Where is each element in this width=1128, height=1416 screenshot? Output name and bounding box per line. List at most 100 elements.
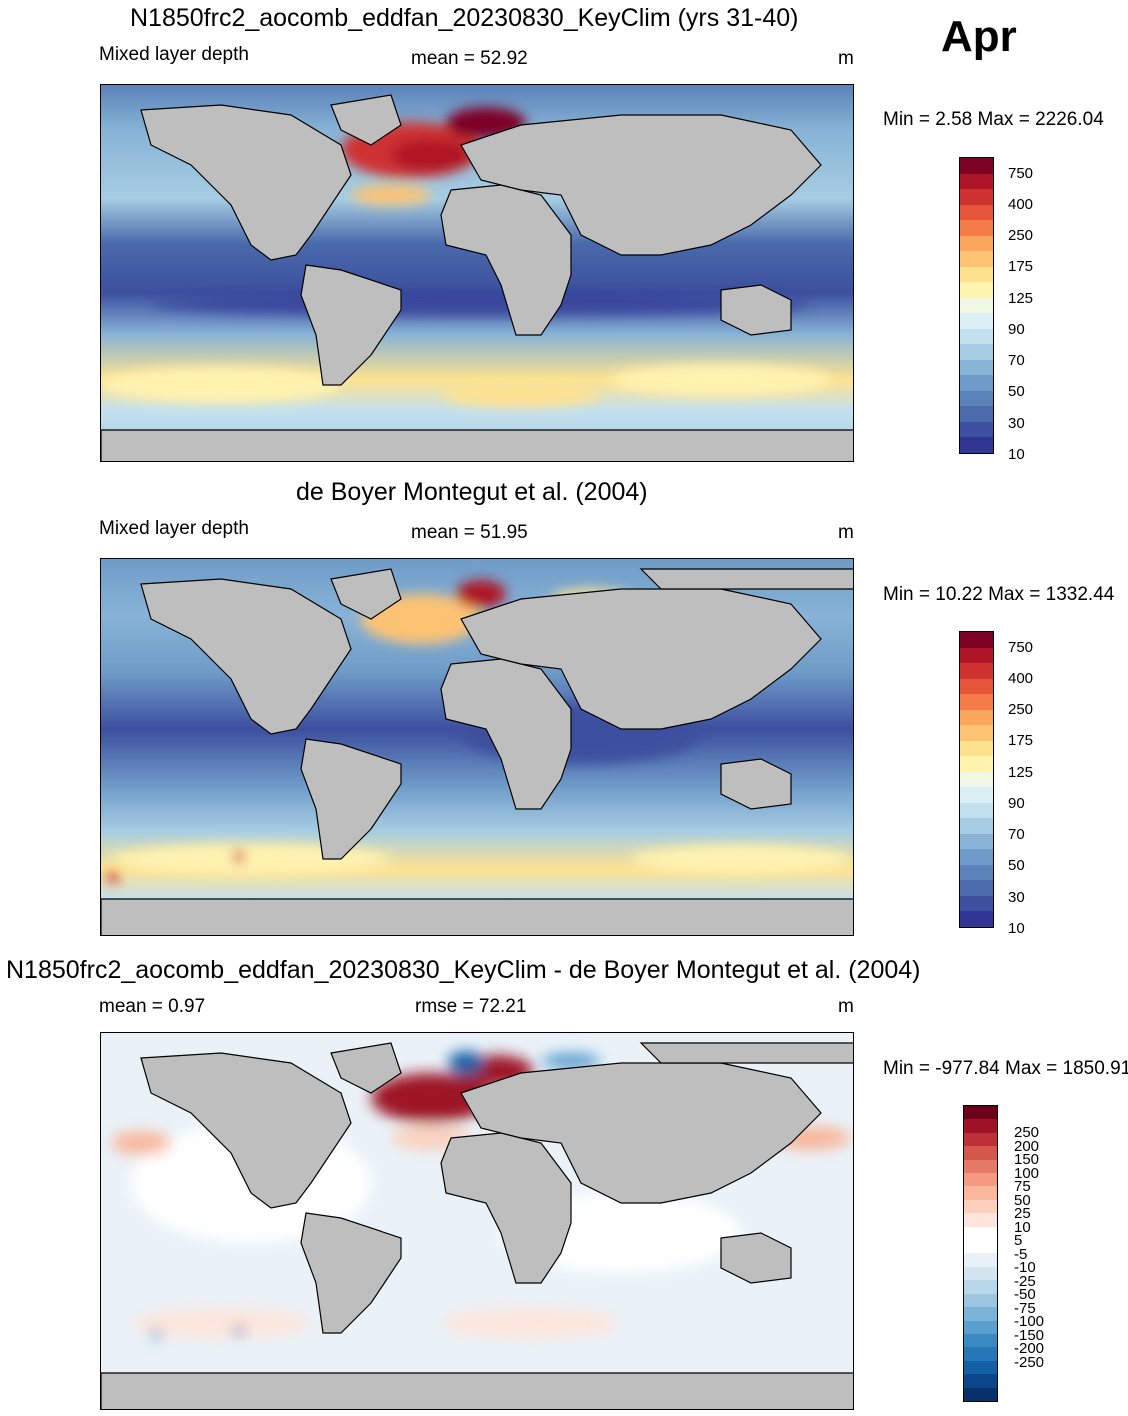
continents [101,94,853,461]
colorbar-swatch [960,297,993,314]
colorbar-swatch [964,1186,997,1200]
colorbar-tick-label: 250 [1008,701,1034,719]
colorbar-tick-label: 90 [1008,320,1025,338]
colorbar-tick-label: -200 [1014,1340,1045,1357]
map-obs [100,558,854,936]
colorbar-swatch [960,359,993,376]
colorbar-swatch [960,787,993,803]
colorbar-swatch [964,1374,997,1388]
colorbar-swatch [960,694,993,710]
colorbar-swatch [960,421,993,438]
colorbar-swatch [960,632,993,648]
colorbar-tick-label: -50 [1014,1286,1036,1303]
colorbar-tick-label: 750 [1008,164,1034,182]
colorbar-swatch [964,1146,997,1160]
colorbar-diff [963,1105,998,1402]
colorbar-swatch [964,1266,997,1281]
colorbar-swatch [960,266,993,283]
panel-title-obs: de Boyer Montegut et al. (2004) [296,478,648,506]
colorbar-swatch [964,1347,997,1361]
colorbar-tick-label: -150 [1014,1326,1045,1344]
colorbar-swatch [964,1253,997,1267]
colorbar-tick-label: 750 [1008,638,1034,656]
colorbar-swatch [960,725,993,741]
colorbar-tick-label: 50 [1008,857,1025,875]
variable-label-model: Mixed layer depth [99,44,249,65]
colorbar-tick-label: 50 [1014,1191,1031,1209]
colorbar-swatch [960,864,993,881]
colorbar-tick-label: 125 [1008,289,1034,307]
colorbar-swatch [960,740,993,757]
colorbar-swatch [960,771,993,788]
colorbar-tick-label: 250 [1008,227,1034,245]
rmse-label-diff: rmse = 72.21 [415,996,527,1017]
units-label-diff: m [838,996,854,1017]
colorbar-swatch [964,1173,997,1187]
colorbar-swatch [960,647,993,664]
colorbar-tick-label: -25 [1014,1272,1036,1290]
colorbar-swatch [960,756,993,772]
colorbar-tick-label: 10 [1008,920,1025,937]
colorbar-tick-label: -100 [1014,1313,1045,1330]
units-label-obs: m [838,522,854,543]
colorbar-tick-label: 175 [1008,258,1034,276]
colorbar-swatch [960,189,993,205]
colorbar-swatch [960,663,993,679]
colorbar-model [959,157,994,454]
colorbar-swatch [964,1159,997,1174]
colorbar-swatch [964,1213,997,1227]
colorbar-swatch [964,1119,997,1133]
colorbar-tick-label: 10 [1008,446,1025,463]
colorbar-swatch [964,1106,997,1120]
colorbar-swatch [960,282,993,298]
colorbar-tick-label: 25 [1014,1205,1031,1222]
colorbar-swatch [960,251,993,267]
colorbar-tick-label: 30 [1008,888,1025,906]
colorbar-swatch [964,1240,997,1254]
colorbar-swatch [964,1320,997,1334]
colorbar-swatch [964,1226,997,1241]
colorbar-tick-label: -5 [1014,1245,1028,1263]
colorbar-tick-label: 70 [1008,826,1025,844]
minmax-label-obs: Min = 10.22 Max = 1332.44 [883,584,1115,605]
colorbar-swatch [960,173,993,190]
panel-title-diff: N1850frc2_aocomb_eddfan_20230830_KeyClim… [6,956,921,984]
colorbar-tick-label: 100 [1014,1164,1040,1182]
colorbar-swatch [964,1199,997,1214]
map-model [100,84,854,462]
colorbar-tick-label: -250 [1014,1353,1045,1371]
colorbar-swatch [960,802,993,819]
colorbar-swatch [960,390,993,407]
continents [101,568,853,935]
colorbar-swatch [960,406,993,422]
colorbar-swatch [960,235,993,252]
colorbar-swatch [960,911,993,927]
colorbar-tick-label: 10 [1014,1218,1031,1236]
continents [101,1042,853,1409]
colorbar-swatch [964,1132,997,1147]
colorbar-tick-label: -75 [1014,1299,1036,1317]
colorbar-tick-label: 125 [1008,763,1034,781]
colorbar-swatch [960,849,993,865]
minmax-label-model: Min = 2.58 Max = 2226.04 [883,109,1104,130]
colorbar-swatch [960,437,993,453]
colorbar-tick-label: 5 [1014,1232,1023,1249]
colorbar-swatch [960,158,993,174]
colorbar-swatch [960,344,993,360]
colorbar-swatch [964,1387,997,1401]
map-diff [100,1032,854,1410]
month-label: Apr [941,12,1017,61]
colorbar-swatch [960,204,993,221]
colorbar-swatch [960,313,993,329]
colorbar-swatch [960,895,993,912]
units-label-model: m [838,48,854,69]
colorbar-swatch [960,678,993,695]
colorbar-swatch [960,220,993,236]
colorbar-tick-label: 175 [1008,732,1034,750]
colorbar-swatch [964,1307,997,1321]
colorbar-swatch [964,1280,997,1294]
colorbar-tick-label: 150 [1014,1151,1040,1168]
colorbar-tick-label: 30 [1008,414,1025,432]
colorbar-tick-label: 400 [1008,195,1034,213]
colorbar-tick-label: 90 [1008,794,1025,812]
